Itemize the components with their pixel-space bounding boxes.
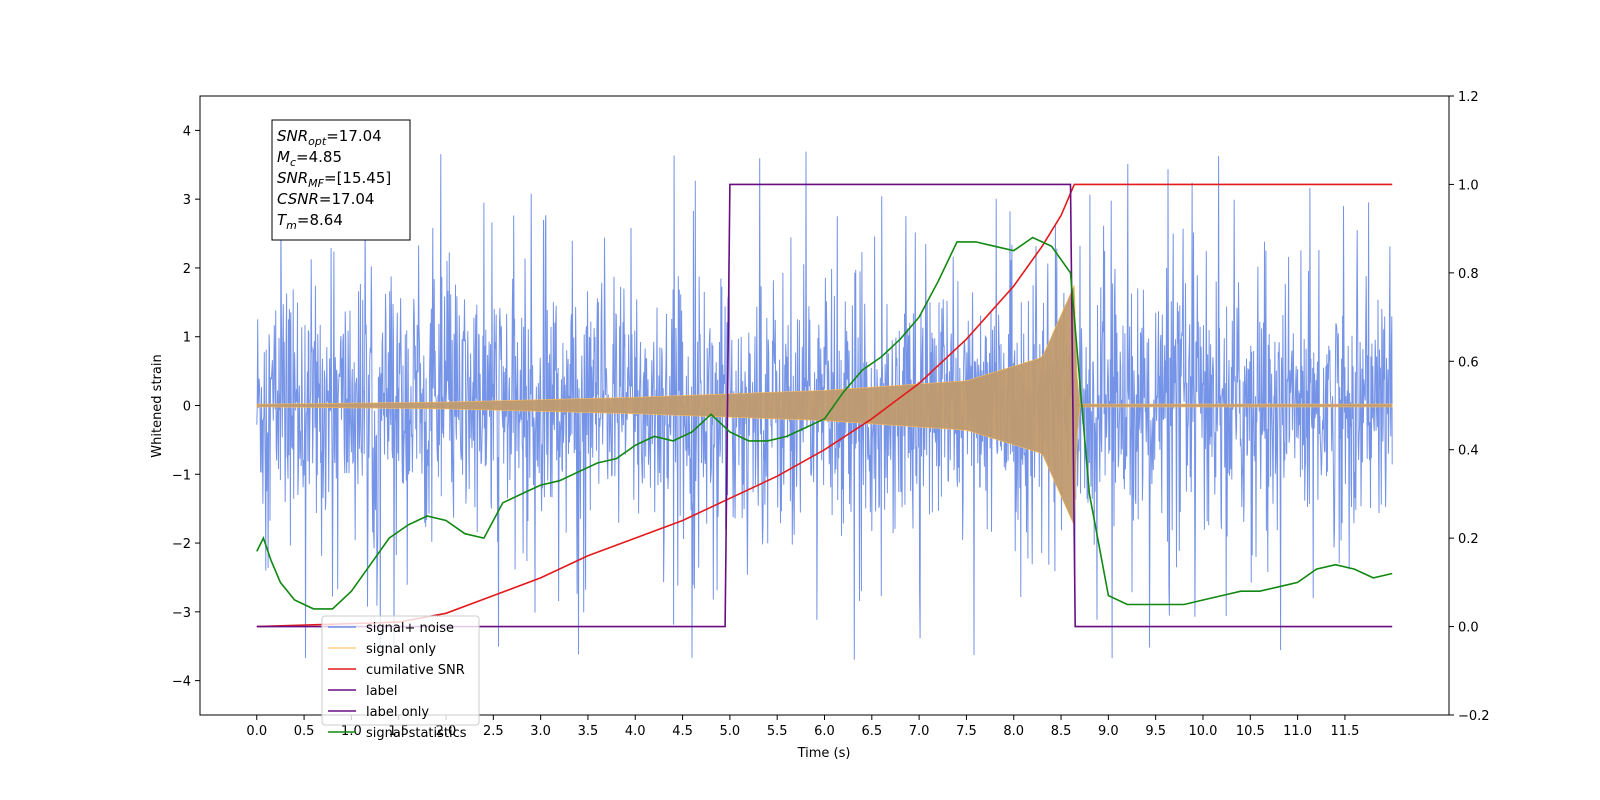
- x-tick-label: 6.0: [814, 724, 835, 739]
- y2-tick-label: 0.0: [1458, 621, 1479, 636]
- y-tick-label: −4: [172, 675, 191, 690]
- stat-value: =4.85: [296, 148, 342, 166]
- y-tick-label: −1: [172, 468, 191, 483]
- x-tick-label: 8.5: [1051, 724, 1072, 739]
- x-tick-label: 3.5: [578, 724, 599, 739]
- legend-frame: [321, 615, 480, 726]
- x-tick-label: 8.0: [1003, 724, 1024, 739]
- x-tick-label: 7.5: [956, 724, 977, 739]
- x-tick-label: 0.0: [246, 724, 267, 739]
- x-tick-label: 10.5: [1236, 724, 1265, 739]
- legend-label: signal only: [366, 642, 436, 657]
- x-tick-label: 5.5: [767, 724, 788, 739]
- stat-subscript: opt: [308, 135, 327, 148]
- y-tick-label: −2: [172, 537, 191, 552]
- stat-name: SNR: [277, 169, 308, 187]
- y2-tick-label: 0.4: [1458, 444, 1479, 459]
- series-signal-statistics: [256, 236, 1393, 610]
- legend-label: cumilative SNR: [366, 663, 465, 678]
- x-tick-label: 9.0: [1098, 724, 1119, 739]
- stat-line: CSNR=17.04: [277, 190, 374, 208]
- x-tick-label: 11.0: [1283, 724, 1312, 739]
- stat-name: SNR: [277, 127, 308, 145]
- x-tick-label: 11.5: [1330, 724, 1359, 739]
- x-tick-label: 7.0: [909, 724, 930, 739]
- legend-label: label only: [366, 705, 429, 720]
- y2-tick-label: 0.2: [1458, 532, 1479, 547]
- y-tick-label: 3: [183, 193, 191, 208]
- x-tick-label: 5.0: [720, 724, 741, 739]
- stat-value: =17.04: [326, 127, 382, 145]
- x-tick-label: 1.5: [388, 724, 409, 739]
- stat-value: =[15.45]: [324, 169, 391, 187]
- y-tick-label: 4: [183, 124, 191, 139]
- y2-tick-label: 1.2: [1458, 90, 1479, 105]
- stat-subscript: c: [290, 156, 296, 169]
- stats-box-frame: [271, 119, 411, 241]
- x-tick-label: 0.5: [294, 724, 315, 739]
- y2-tick-label: 0.6: [1458, 355, 1479, 370]
- stat-name: M: [277, 148, 290, 166]
- series-signal-only: [256, 284, 1393, 527]
- y-tick-label: 2: [183, 262, 191, 277]
- y-tick-label: −3: [172, 606, 191, 621]
- legend-label: signal statistics: [366, 726, 467, 741]
- stat-subscript: m: [286, 219, 297, 232]
- x-tick-label: 3.0: [530, 724, 551, 739]
- stat-line: Tm=8.64: [277, 211, 343, 232]
- stat-name: CSNR: [277, 190, 319, 208]
- stat-line: SNRopt=17.04: [277, 127, 382, 148]
- stat-line: SNRMF=[15.45]: [277, 169, 391, 190]
- series-label: [256, 183, 1393, 628]
- x-tick-label: 2.5: [483, 724, 504, 739]
- x-tick-label: 10.0: [1189, 724, 1218, 739]
- x-tick-label: 6.5: [861, 724, 882, 739]
- x-axis: 0.0 0.5 1.0 1.5 2.0 2.5 3.0 3.5 4.0 4.5 5.0 5.5 6.0 6…: [246, 715, 1359, 739]
- y-tick-label: 0: [183, 400, 191, 415]
- y-tick-label: 1: [183, 331, 191, 346]
- legend: signal+ noise signal only cumilative SNR la…: [321, 615, 480, 741]
- x-tick-label: 4.5: [672, 724, 693, 739]
- y-axis-label: Whitened strain: [150, 354, 165, 457]
- y2-tick-label: −0.2: [1458, 709, 1490, 724]
- stat-name: T: [277, 211, 288, 229]
- series-cumulative-snr: [256, 183, 1393, 628]
- stat-line: Mc=4.85: [277, 148, 342, 169]
- x-tick-label: 9.5: [1145, 724, 1166, 739]
- y2-tick-label: 0.8: [1458, 267, 1479, 282]
- legend-label: signal+ noise: [366, 621, 454, 636]
- plot-area: [256, 151, 1393, 660]
- y-axis-left: 4 3 2 1 0 −1 −2 −3 −4: [172, 124, 200, 690]
- y-axis-right: 1.2 1.0 0.8 0.6 0.4 0.2 0.0 −0.2: [1449, 90, 1490, 724]
- stat-value: =8.64: [297, 211, 343, 229]
- stats-box: SNRopt=17.04Mc=4.85SNRMF=[15.45]CSNR=17.…: [271, 119, 411, 241]
- x-tick-label: 2.0: [436, 724, 457, 739]
- stat-subscript: MF: [308, 177, 324, 190]
- y2-tick-label: 1.0: [1458, 178, 1479, 193]
- stat-value: =17.04: [319, 190, 375, 208]
- x-tick-label: 4.0: [625, 724, 646, 739]
- legend-label: label: [366, 684, 397, 699]
- x-axis-label: Time (s): [797, 746, 851, 761]
